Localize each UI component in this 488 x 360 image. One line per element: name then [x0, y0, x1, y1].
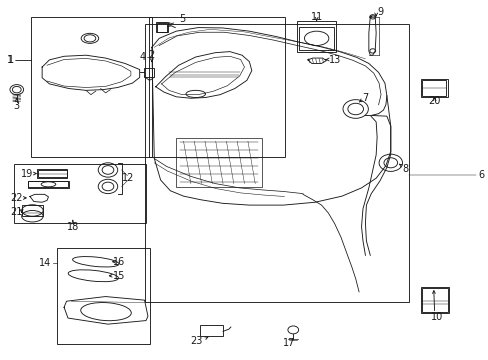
Text: 2: 2 — [148, 50, 155, 60]
Text: 22: 22 — [11, 193, 23, 203]
Text: 3: 3 — [14, 102, 20, 112]
Bar — [157, 23, 166, 32]
Text: 1: 1 — [7, 55, 14, 65]
Bar — [21, 205, 43, 216]
Text: 5: 5 — [179, 14, 185, 24]
Bar — [143, 68, 154, 77]
Text: 23: 23 — [190, 336, 203, 346]
Bar — [297, 21, 335, 51]
Text: 18: 18 — [66, 222, 79, 231]
Text: 14: 14 — [40, 258, 52, 268]
Text: 4: 4 — [140, 52, 146, 62]
Bar — [149, 17, 285, 157]
Text: 1: 1 — [8, 55, 15, 65]
Text: 8: 8 — [402, 163, 407, 174]
Bar — [299, 27, 333, 50]
Text: 15: 15 — [112, 271, 124, 281]
Text: 19: 19 — [21, 168, 34, 179]
Bar — [27, 181, 69, 188]
Text: 12: 12 — [122, 173, 134, 183]
Text: 10: 10 — [430, 312, 442, 322]
Bar — [199, 325, 223, 336]
Text: 6: 6 — [477, 170, 483, 180]
Bar — [176, 138, 261, 187]
Text: 17: 17 — [282, 338, 294, 348]
Text: 13: 13 — [328, 54, 340, 64]
Bar — [144, 24, 408, 302]
Text: 7: 7 — [362, 93, 368, 103]
Bar — [28, 181, 68, 187]
Bar — [38, 170, 66, 177]
Bar — [156, 22, 167, 32]
Text: 21: 21 — [11, 207, 23, 217]
Bar — [420, 287, 448, 313]
Bar — [420, 79, 447, 97]
Text: 20: 20 — [427, 96, 440, 106]
Bar — [57, 248, 150, 343]
Bar — [14, 164, 145, 223]
Text: 11: 11 — [310, 12, 322, 22]
Bar — [31, 17, 152, 157]
Text: 16: 16 — [112, 257, 124, 267]
Bar — [422, 80, 446, 96]
Bar — [422, 288, 447, 312]
Text: 9: 9 — [376, 7, 382, 17]
Bar — [37, 169, 67, 178]
